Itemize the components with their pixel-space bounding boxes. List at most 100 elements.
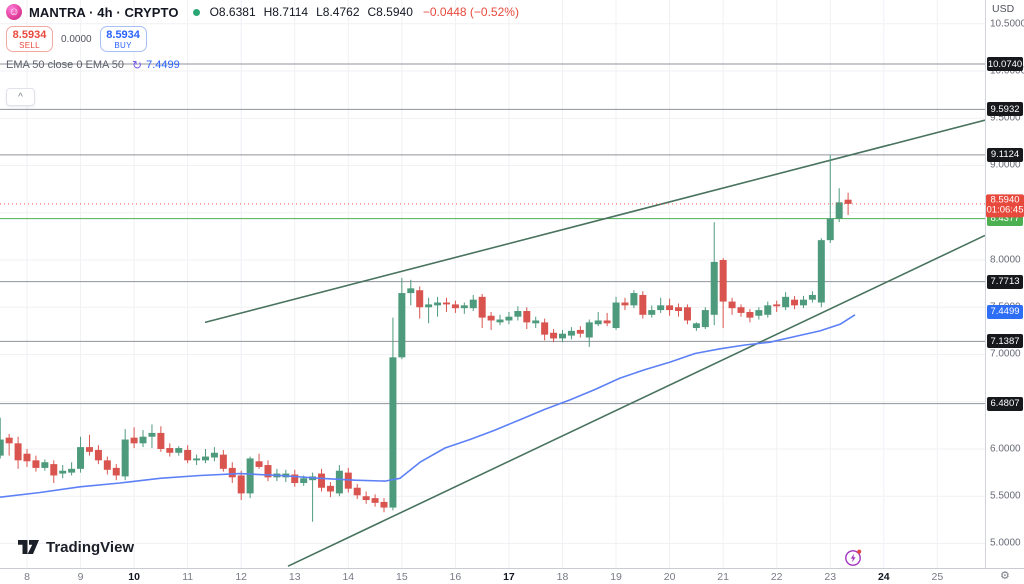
- axis-separator: [0, 568, 1024, 569]
- candle-down: [318, 473, 326, 488]
- candle-up: [300, 478, 308, 484]
- price-tick-label: 9.0000: [990, 159, 1021, 171]
- candle-up: [148, 432, 156, 437]
- candle-up: [514, 311, 522, 317]
- day-label: 17: [503, 571, 515, 583]
- candle-up: [496, 319, 504, 323]
- bar-countdown: 01:06:45: [986, 204, 1024, 216]
- gear-icon[interactable]: ⚙: [1000, 569, 1010, 582]
- candle-up: [799, 299, 807, 306]
- day-label: 14: [342, 571, 355, 583]
- sell-button[interactable]: 8.5934 SELL: [6, 26, 53, 52]
- candle-up: [612, 302, 620, 329]
- candle-up: [460, 305, 468, 309]
- candle-down: [219, 454, 227, 469]
- candle-up: [594, 320, 602, 325]
- ema-indicator-value: 7.4499: [146, 59, 180, 71]
- candle-up: [559, 333, 566, 339]
- candle-down: [130, 437, 138, 444]
- mantra-logo-icon: ☺: [6, 4, 22, 20]
- candle-up: [701, 310, 709, 328]
- candle-up: [193, 458, 201, 461]
- candle-down: [675, 307, 683, 312]
- spread-value: 0.0000: [61, 33, 92, 45]
- candle-up: [764, 305, 772, 315]
- candle-up: [59, 470, 67, 474]
- price-axis[interactable]: USD 10.500010.00009.50009.00008.00007.50…: [985, 0, 1024, 568]
- day-label: 8: [24, 571, 30, 583]
- candle-down: [32, 460, 40, 468]
- day-label: 22: [770, 571, 783, 583]
- day-label: 23: [824, 571, 837, 583]
- instant-trading-lightning-icon[interactable]: [844, 548, 863, 572]
- trendline[interactable]: [204, 119, 985, 324]
- candle-up: [835, 202, 843, 219]
- indicator-legend-row[interactable]: EMA 50 close 0 EMA 50 ↻ 7.4499: [6, 58, 519, 72]
- candle-up: [630, 293, 638, 306]
- candle-up: [532, 320, 540, 324]
- price-change: −0.0448 (−0.52%): [422, 5, 519, 19]
- candle-down: [523, 311, 531, 323]
- candle-down: [621, 302, 629, 306]
- candle-down: [157, 432, 165, 449]
- candle-down: [94, 449, 102, 461]
- time-axis[interactable]: 8 9 10 11 12 13 14 15 16 17 18 19 20 21 22 23 24 25: [0, 569, 1024, 584]
- candle-up: [648, 310, 656, 315]
- price-tick-label: 6.0000: [990, 443, 1021, 455]
- tradingview-watermark[interactable]: TradingView: [18, 539, 134, 556]
- candle-up: [246, 458, 254, 494]
- day-label: 20: [663, 571, 676, 583]
- candle-down: [344, 472, 352, 489]
- candle-down: [550, 332, 558, 339]
- candle-up: [425, 304, 433, 308]
- ema50-line[interactable]: [0, 314, 856, 498]
- candle-up: [782, 296, 790, 308]
- trendline[interactable]: [287, 234, 985, 567]
- candle-up: [817, 240, 825, 303]
- day-label: 16: [449, 571, 462, 583]
- candle-down: [416, 290, 424, 308]
- collapse-legend-button[interactable]: ^: [6, 88, 35, 106]
- candle-down: [85, 447, 93, 452]
- candle-down: [291, 474, 299, 484]
- day-label: 19: [610, 571, 622, 583]
- candle-down: [237, 475, 245, 494]
- candle-down: [112, 467, 120, 476]
- day-label: 15: [396, 571, 408, 583]
- candle-down: [255, 461, 263, 467]
- current-price-value: 8.5940: [990, 194, 1020, 206]
- trade-buttons-row: 8.5934 SELL 0.0000 8.5934 BUY: [6, 26, 519, 52]
- candle-down: [23, 453, 31, 462]
- day-label: 12: [235, 571, 248, 583]
- candle-down: [576, 329, 584, 334]
- candle-up: [657, 305, 665, 311]
- candle-down: [264, 465, 272, 478]
- symbol-title[interactable]: MANTRA · 4h · CRYPTO: [29, 4, 179, 20]
- candle-down: [639, 294, 647, 315]
- buy-button[interactable]: 8.5934 BUY: [99, 26, 147, 52]
- price-level-label: 7.7713: [987, 274, 1023, 289]
- candle-up: [585, 322, 593, 338]
- candle-up: [0, 439, 4, 456]
- candle-down: [50, 464, 58, 476]
- candle-down: [719, 259, 727, 302]
- price-tick-label: 8.0000: [990, 254, 1021, 266]
- candle-up: [567, 330, 575, 336]
- candle-up: [505, 316, 513, 321]
- candle-down: [773, 304, 781, 307]
- candle-up: [335, 470, 343, 494]
- candle-down: [683, 307, 691, 321]
- tradingview-logo-icon: [18, 540, 39, 554]
- current-price-label: 8.5940 01:06:45: [986, 194, 1024, 218]
- candle-up: [210, 452, 218, 458]
- candle-up: [389, 357, 397, 508]
- price-tick-label: 5.0000: [990, 537, 1021, 549]
- candle-up: [826, 218, 834, 241]
- candle-down: [103, 460, 111, 470]
- day-label: 25: [931, 571, 944, 583]
- candle-down: [746, 311, 754, 318]
- price-tick-label: 5.5000: [990, 490, 1021, 502]
- candle-down: [166, 448, 174, 453]
